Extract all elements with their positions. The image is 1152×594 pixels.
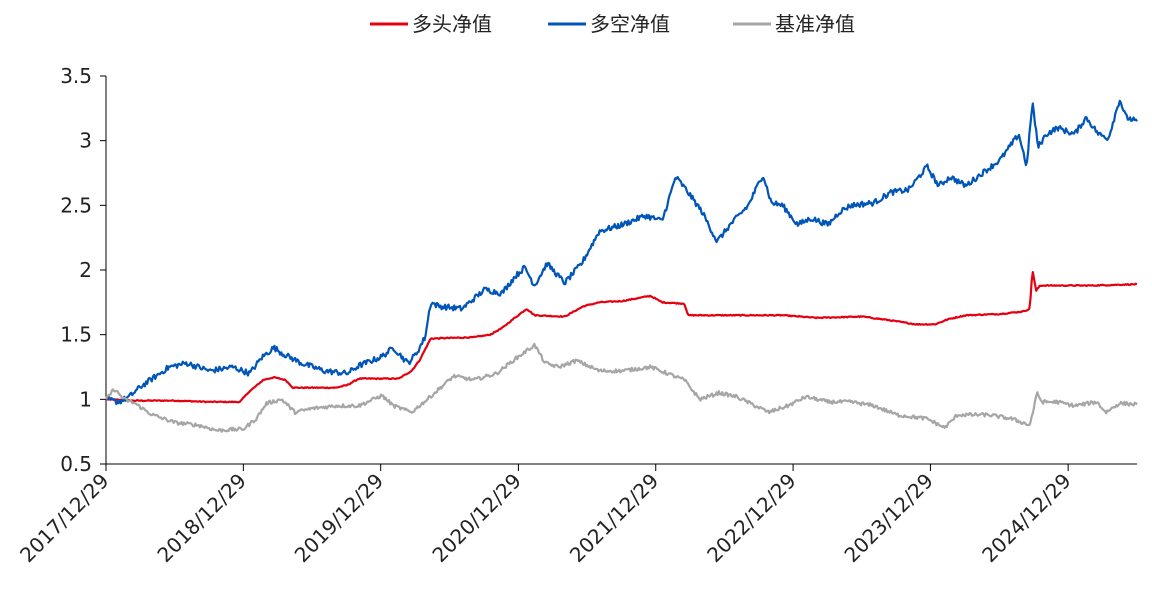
- legend-label: 多头净值: [412, 12, 492, 36]
- y-tick-label: 2: [79, 258, 92, 282]
- x-tick-label: 2020/12/29: [427, 469, 525, 567]
- legend: 多头净值 多空净值 基准净值: [370, 12, 855, 36]
- series-line-2: [104, 342, 1138, 433]
- x-tick-label: 2021/12/29: [565, 469, 663, 567]
- legend-label: 多空净值: [590, 12, 670, 36]
- x-tick-label: 2017/12/29: [15, 469, 113, 567]
- y-axis: 0.5 1 1.5 2 2.5 3 3.5: [60, 64, 107, 476]
- series-line-1: [105, 99, 1138, 406]
- y-tick-label: 3: [79, 129, 92, 153]
- plot-area: [104, 99, 1138, 433]
- x-tick-label: 2022/12/29: [702, 469, 800, 567]
- y-tick-label: 0.5: [60, 452, 92, 476]
- x-tick-label: 2018/12/29: [152, 469, 250, 567]
- x-axis: 2017/12/29 2018/12/29 2019/12/29 2020/12/29…: [15, 463, 1137, 567]
- y-tick-label: 1: [79, 387, 92, 411]
- series-line-0: [105, 271, 1138, 404]
- y-tick-label: 1.5: [60, 323, 92, 347]
- x-tick-label: 2023/12/29: [839, 469, 937, 567]
- x-tick-label: 2019/12/29: [290, 469, 388, 567]
- y-tick-label: 2.5: [60, 193, 92, 217]
- x-tick-label: 2024/12/29: [977, 469, 1075, 567]
- legend-label: 基准净值: [775, 12, 855, 36]
- y-tick-label: 3.5: [60, 64, 92, 88]
